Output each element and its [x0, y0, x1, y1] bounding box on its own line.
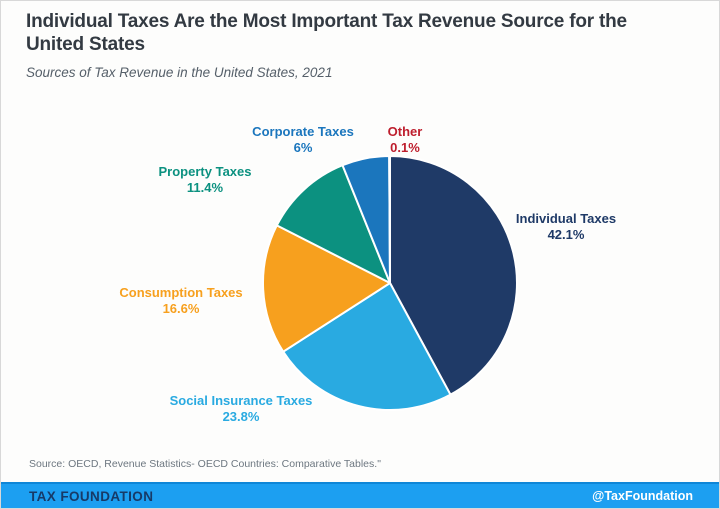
pie-label-social-insurance-taxes: Social Insurance Taxes 23.8% [170, 393, 313, 425]
pie-label-text: Consumption Taxes [119, 285, 243, 300]
pie-label-value: 0.1% [390, 140, 420, 155]
pie-label-value: 6% [293, 140, 313, 155]
twitter-handle: @TaxFoundation [592, 489, 693, 503]
pie-slice-other [388, 154, 391, 284]
pie-label-value: 23.8% [222, 409, 260, 424]
source-note: Source: OECD, Revenue Statistics- OECD C… [29, 458, 381, 470]
pie-label-text: Social Insurance Taxes [169, 393, 313, 408]
pie-label-text: Property Taxes [158, 164, 252, 179]
pie-label-text: Corporate Taxes [252, 124, 354, 139]
pie-label-value: 42.1% [547, 227, 585, 242]
pie-label-consumption-taxes: Consumption Taxes 16.6% [119, 285, 242, 317]
pie-label-corporate-taxes: Corporate Taxes 6% [252, 124, 354, 156]
pie-slice-property-taxes [275, 164, 391, 284]
brand-wordmark: TAX FOUNDATION [29, 488, 154, 504]
pie-slice-individual-taxes [389, 155, 518, 396]
pie-chart-svg [262, 154, 518, 411]
chart-subtitle: Sources of Tax Revenue in the United Sta… [26, 65, 333, 80]
pie-slice-social-insurance-taxes [282, 282, 452, 411]
chart-title: Individual Taxes Are the Most Important … [26, 11, 627, 55]
pie-label-text: Other [387, 124, 423, 139]
pie-slice-consumption-taxes [262, 224, 391, 353]
pie-label-other: Other 0.1% [388, 124, 423, 156]
pie-label-individual-taxes: Individual Taxes 42.1% [516, 211, 616, 243]
footer-bar: TAX FOUNDATION @TaxFoundation [1, 482, 719, 508]
pie-label-value: 16.6% [162, 301, 200, 316]
pie-label-text: Individual Taxes [515, 211, 617, 226]
pie-label-property-taxes: Property Taxes 11.4% [159, 164, 252, 196]
pie-label-value: 11.4% [186, 180, 224, 195]
